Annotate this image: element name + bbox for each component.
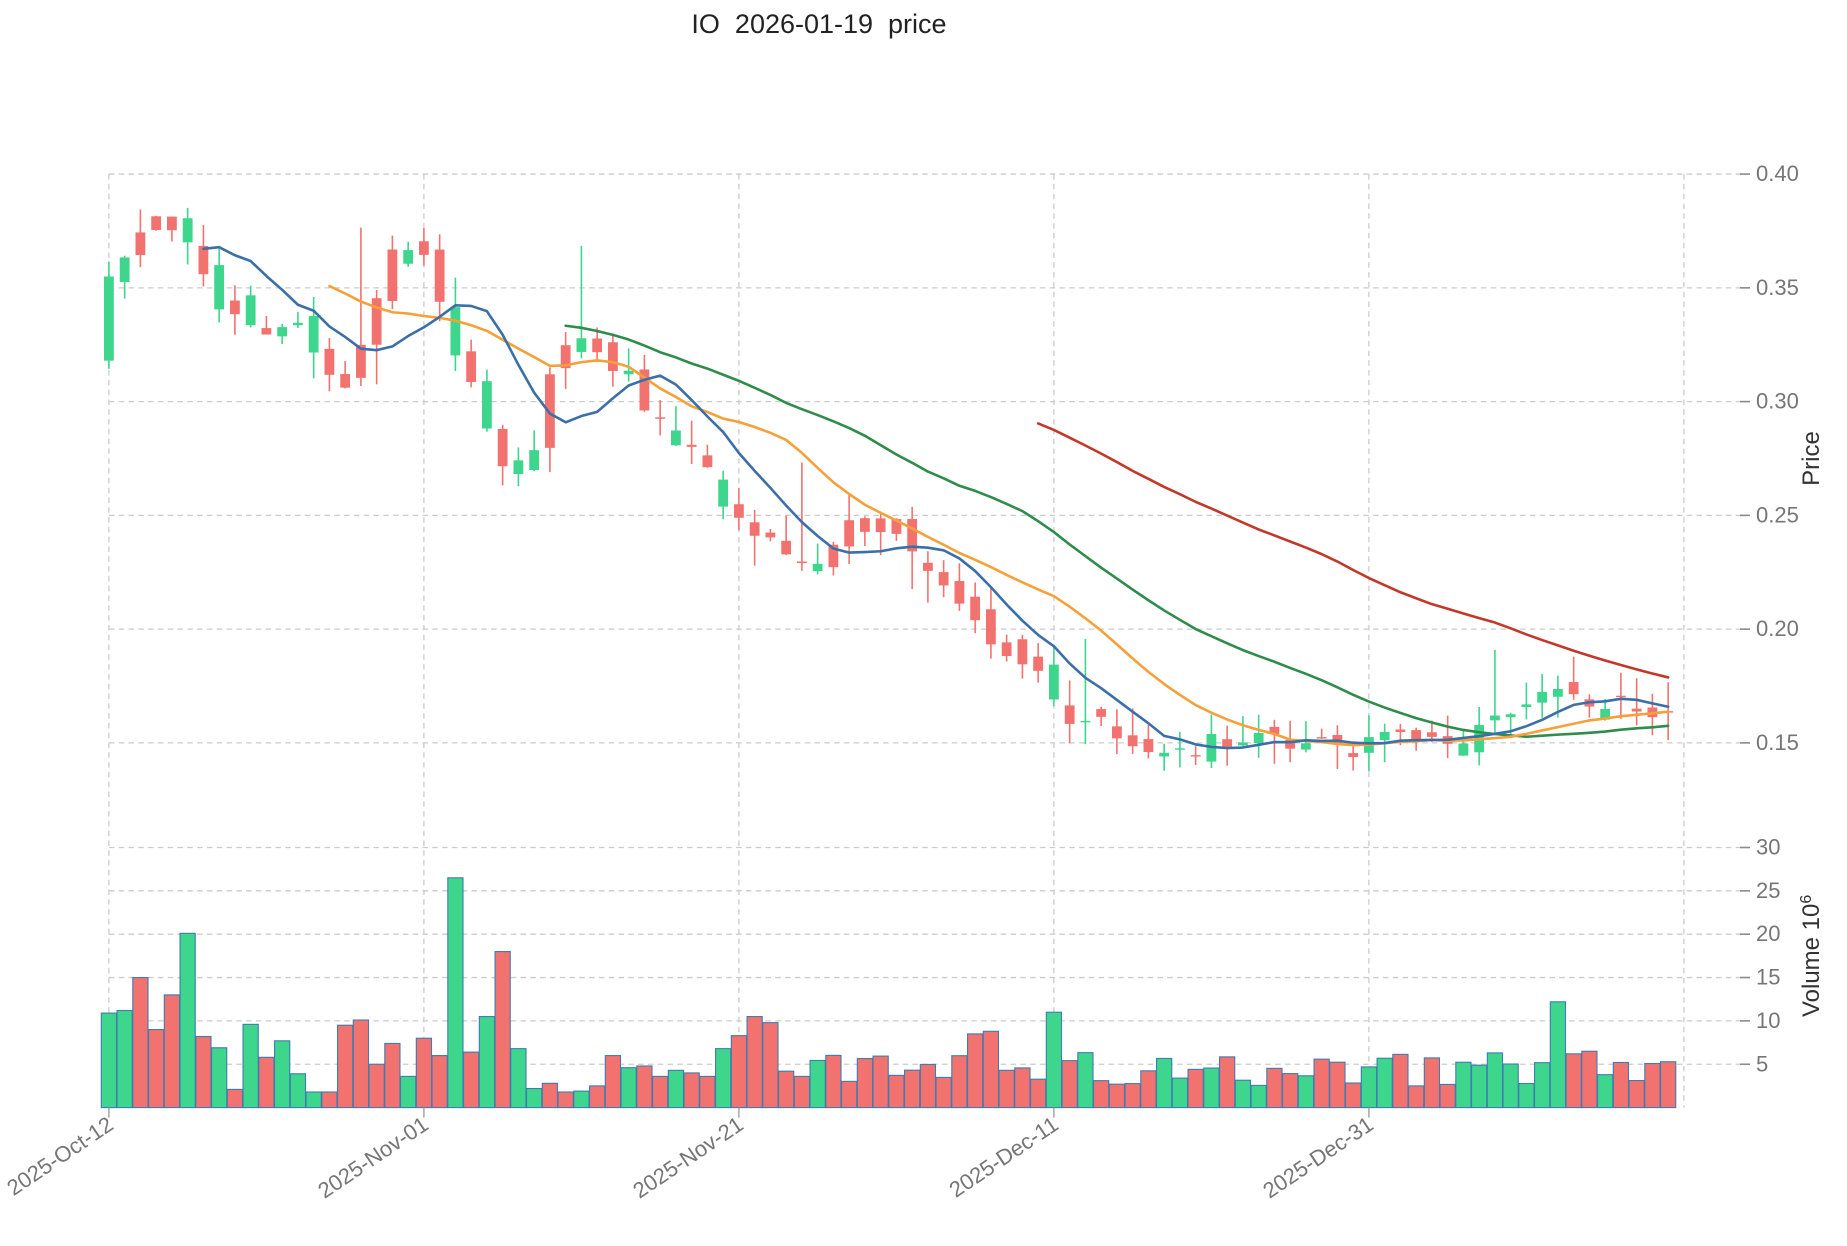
svg-text:0.40: 0.40 [1756,161,1799,186]
svg-text:Volume 106: Volume 106 [1798,895,1826,1017]
svg-text:Price: Price [1798,431,1825,486]
svg-text:0.15: 0.15 [1756,730,1799,755]
svg-text:25: 25 [1756,878,1780,903]
svg-text:IO 2026-01-19 price: IO 2026-01-19 price [691,9,946,39]
svg-text:20: 20 [1756,921,1780,946]
svg-text:0.30: 0.30 [1756,389,1799,414]
svg-text:30: 30 [1756,834,1780,859]
svg-text:5: 5 [1756,1051,1768,1076]
svg-text:10: 10 [1756,1008,1780,1033]
svg-text:0.35: 0.35 [1756,275,1799,300]
svg-text:0.25: 0.25 [1756,502,1799,527]
svg-text:15: 15 [1756,965,1780,990]
svg-text:0.20: 0.20 [1756,616,1799,641]
